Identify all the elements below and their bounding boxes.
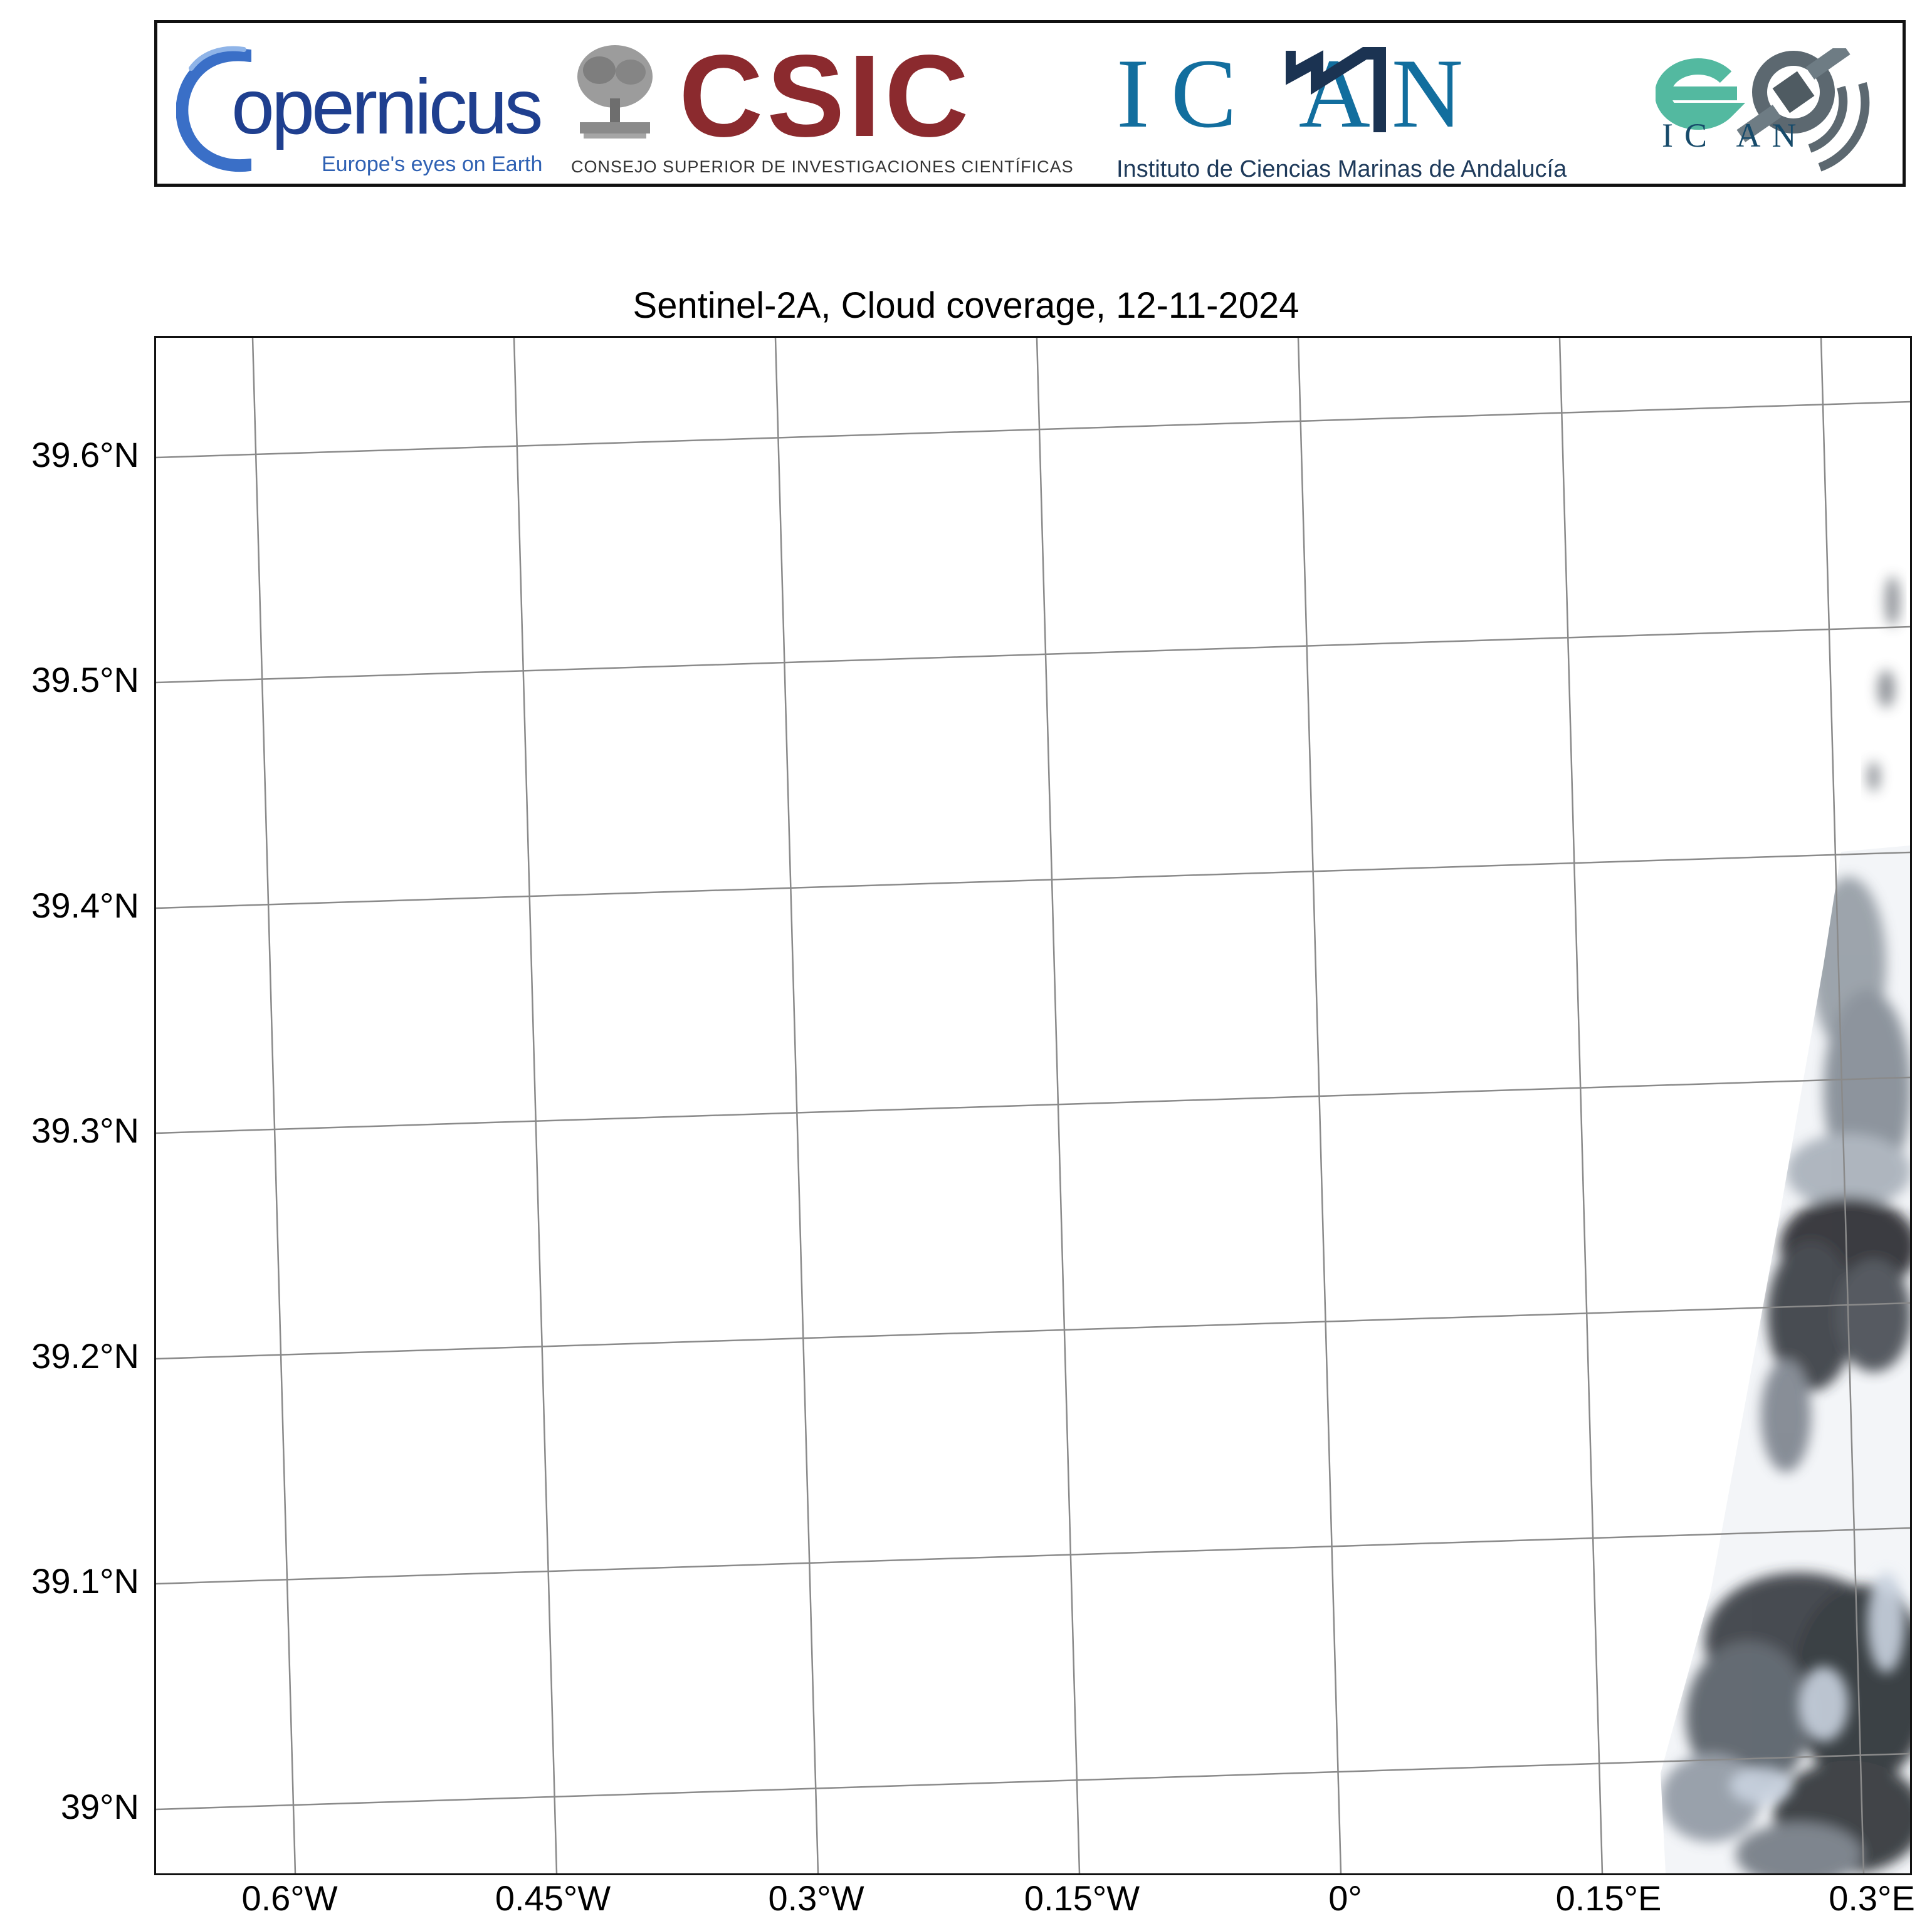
longitude-gridlines [251, 338, 1865, 1873]
lon-tick-0-45w: 0.45°W [495, 1878, 611, 1918]
lat-tick-39-5: 39.5°N [31, 660, 139, 699]
cloud-specks [1867, 576, 1900, 792]
lon-tick-0-6w: 0.6°W [241, 1878, 338, 1918]
copernicus-c-icon [176, 46, 251, 172]
lon-tick-0-3e: 0.3°E [1829, 1878, 1915, 1918]
satellite-eo-icon [1656, 48, 1870, 172]
lat-tick-39-3: 39.3°N [31, 1111, 139, 1150]
lat-tick-39-4: 39.4°N [31, 886, 139, 925]
latitude-gridlines [156, 400, 1910, 1811]
lat-tick-39-1: 39.1°N [31, 1561, 139, 1601]
cloud-swath [1661, 845, 1910, 1873]
copernicus-wordmark: opernicus [231, 64, 543, 150]
lon-tick-0-15w: 0.15°W [1024, 1878, 1140, 1918]
map-title: Sentinel-2A, Cloud coverage, 12-11-2024 [633, 285, 1299, 326]
lon-tick-0: 0° [1328, 1878, 1362, 1918]
icman-tagline: Instituto de Ciencias Marinas de Andaluc… [1116, 156, 1567, 182]
lon-tick-0-15e: 0.15°E [1555, 1878, 1662, 1918]
map-frame [154, 336, 1912, 1875]
copernicus-tagline: Europe's eyes on Earth [322, 152, 543, 176]
csic-tagline: CONSEJO SUPERIOR DE INVESTIGACIONES CIEN… [571, 157, 1074, 176]
copernicus-logo: opernicus Europe's eyes on Earth [176, 36, 543, 180]
icman-eo-logo: IC AN [1656, 48, 1894, 180]
tree-emblem-icon [577, 45, 653, 139]
wave-m-icon [1286, 47, 1386, 132]
lon-tick-0-3w: 0.3°W [768, 1878, 864, 1918]
csic-wordmark: CSIC [679, 31, 973, 161]
map-canvas [156, 338, 1910, 1873]
lat-tick-39-6: 39.6°N [31, 435, 139, 474]
lat-tick-39-0: 39°N [60, 1787, 139, 1826]
csic-logo: CSIC CONSEJO SUPERIOR DE INVESTIGACIONES… [571, 38, 1073, 182]
icman-logo: IC AN Instituto de Ciencias Marinas de A… [1116, 38, 1630, 183]
lat-tick-39-2: 39.2°N [31, 1336, 139, 1376]
logo-banner: opernicus Europe's eyes on Earth CSIC CO… [154, 20, 1906, 187]
icman-eo-wordmark: IC AN [1662, 117, 1808, 154]
